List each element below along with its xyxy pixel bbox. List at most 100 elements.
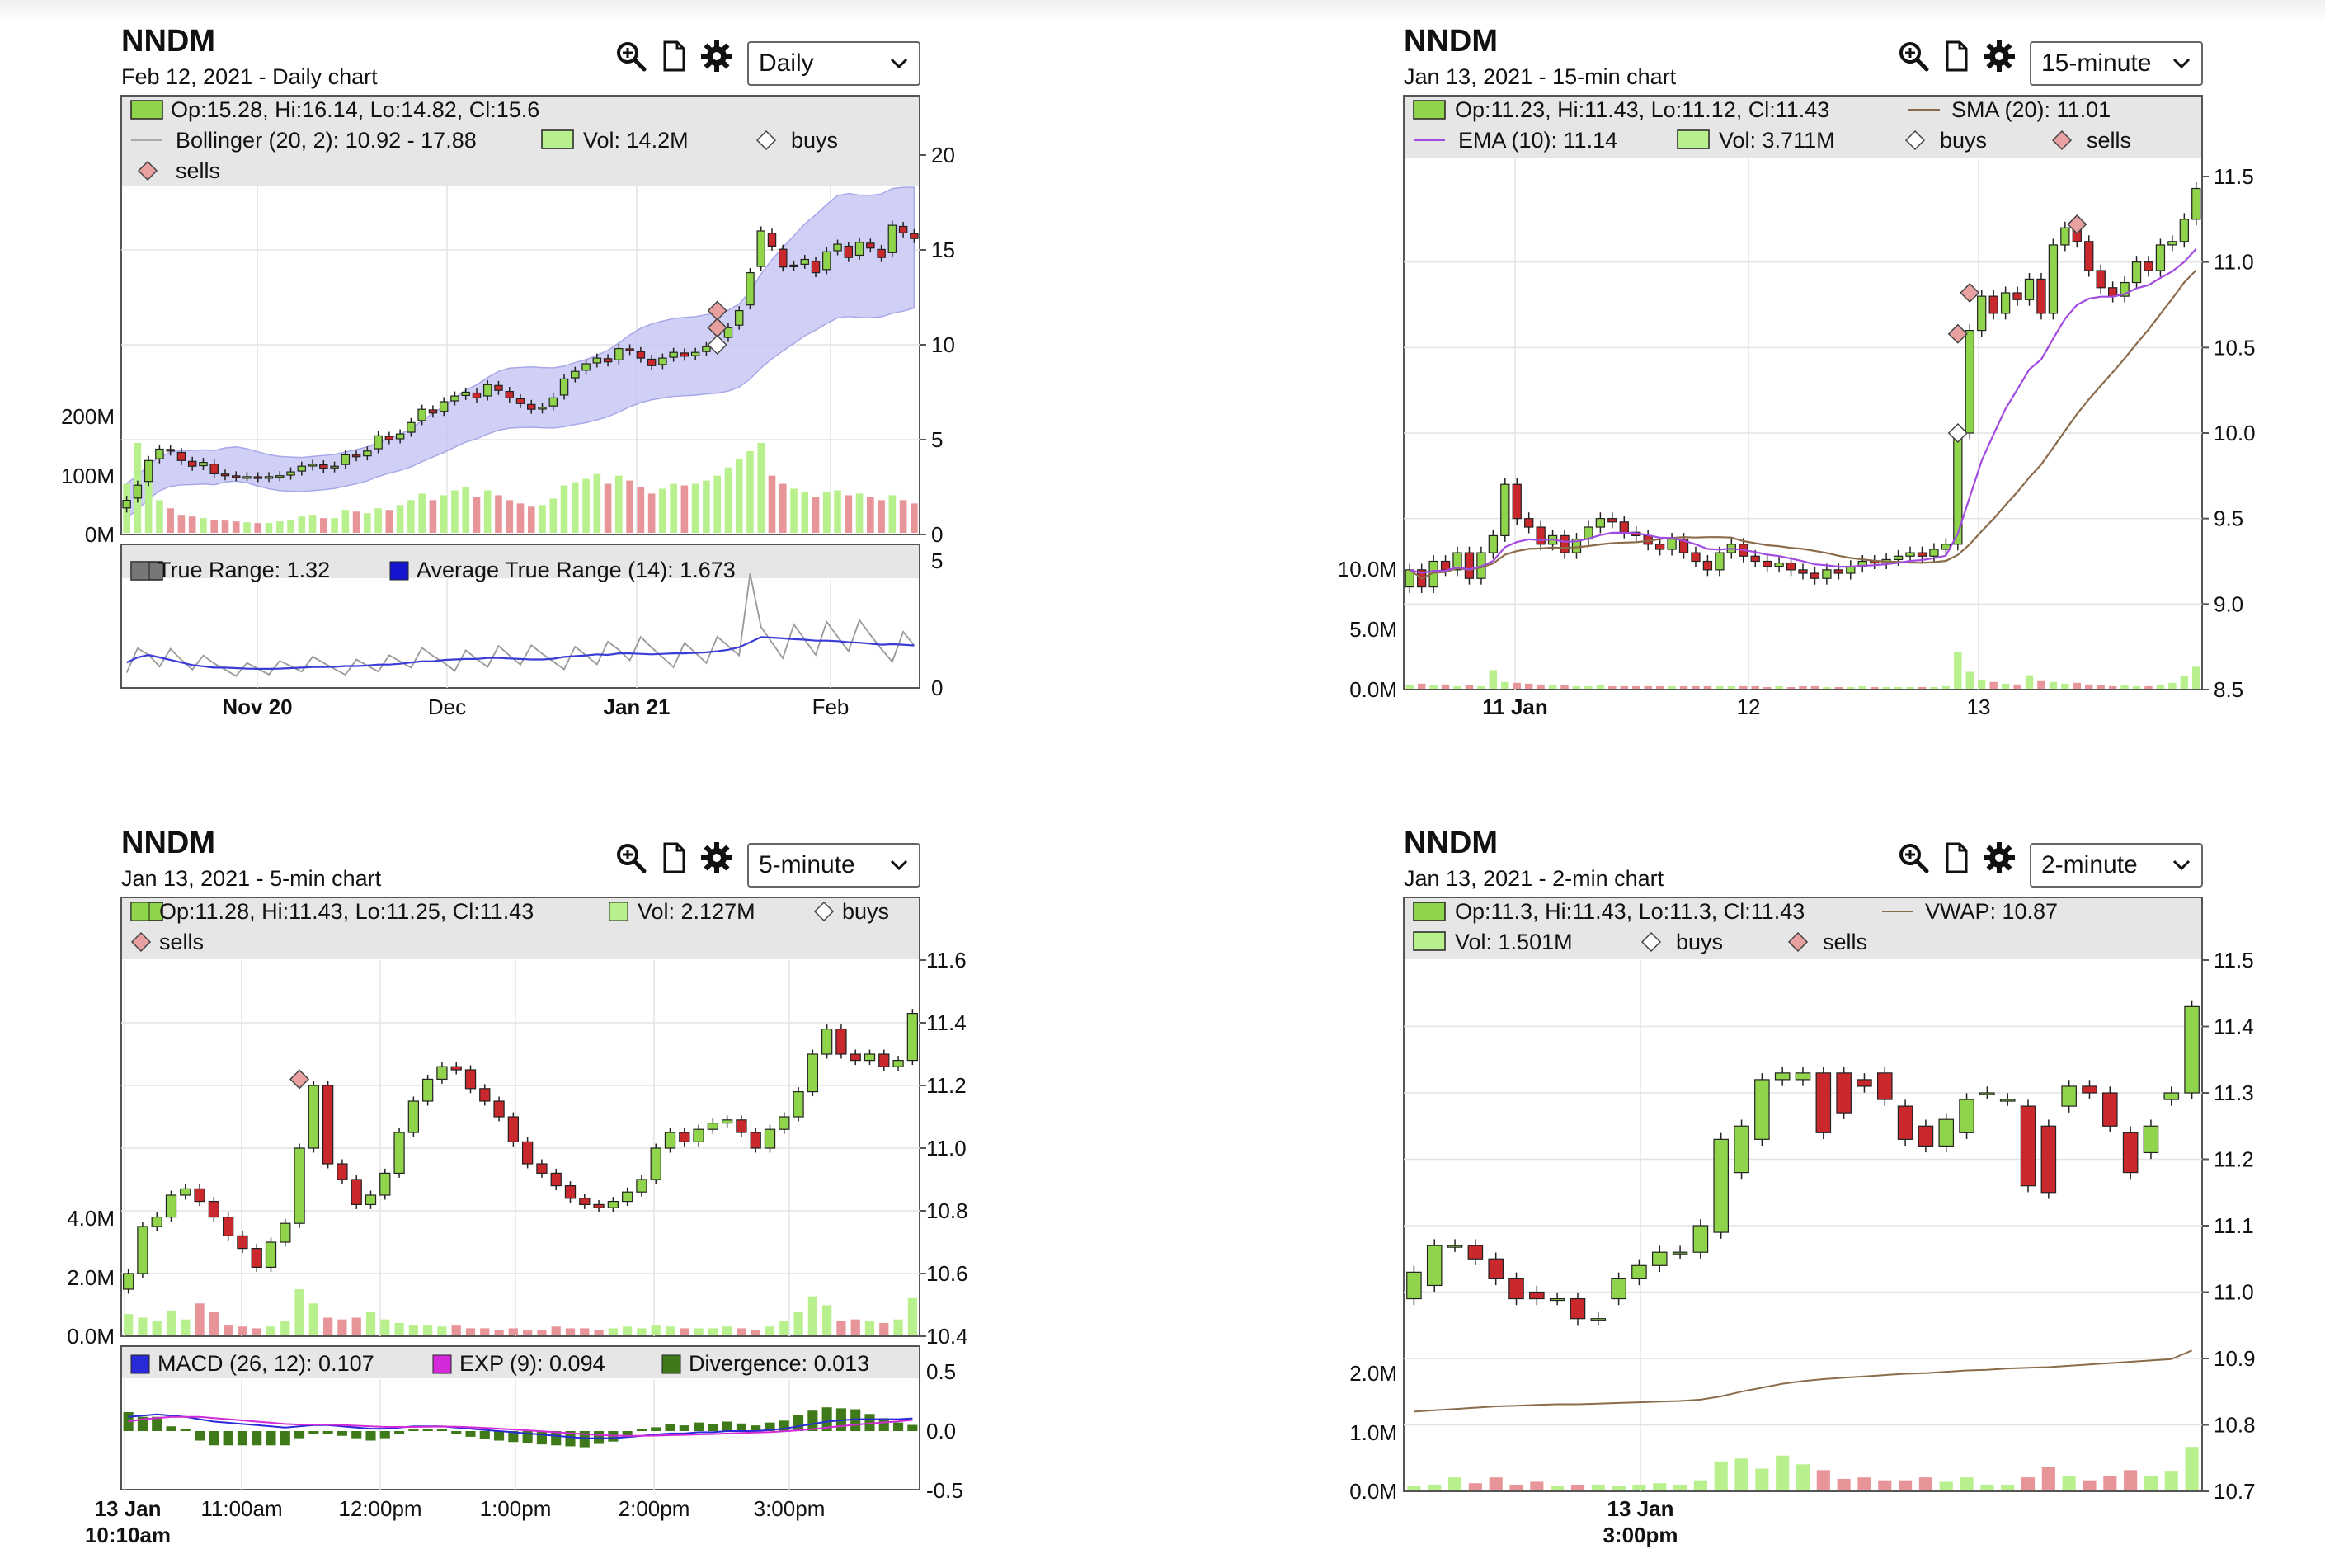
candle-body bbox=[669, 351, 678, 358]
volume-bar bbox=[2085, 684, 2093, 689]
candle-body bbox=[2167, 241, 2177, 246]
zoom-in-icon[interactable] bbox=[613, 38, 649, 74]
candle-body bbox=[2000, 292, 2011, 314]
candle-body bbox=[515, 398, 525, 404]
volume-bar bbox=[793, 1312, 803, 1335]
volume-bar bbox=[166, 1310, 176, 1335]
atr-tick-label: 5 bbox=[931, 549, 943, 573]
volume-bar bbox=[1596, 685, 1605, 689]
price-tick-label: 11.5 bbox=[2214, 164, 2254, 189]
divergence-bar bbox=[622, 1431, 633, 1436]
candle-body bbox=[1713, 1138, 1730, 1233]
document-icon[interactable] bbox=[656, 38, 692, 74]
candle-body bbox=[1512, 483, 1522, 520]
divergence-bar bbox=[807, 1410, 818, 1431]
volume-bar bbox=[834, 490, 841, 533]
volume-bar bbox=[746, 450, 754, 533]
volume-bar bbox=[396, 505, 404, 533]
gear-icon[interactable] bbox=[1981, 840, 2017, 876]
volume-bar bbox=[1620, 685, 1628, 689]
volume-bar bbox=[1679, 685, 1688, 689]
divergence-legend: Divergence: 0.013 bbox=[689, 1351, 869, 1376]
chart-toolbar: 2-minute bbox=[1404, 826, 2325, 892]
zoom-in-icon[interactable] bbox=[1895, 38, 1932, 74]
candle-body bbox=[887, 224, 897, 253]
document-icon[interactable] bbox=[1938, 38, 1974, 74]
candle-body bbox=[1570, 1297, 1586, 1320]
volume-bar bbox=[144, 463, 153, 533]
candle-body bbox=[265, 1241, 277, 1268]
x-axis-label: 11 Jan bbox=[1482, 695, 1548, 719]
volume-bar bbox=[337, 1319, 347, 1335]
candle-body bbox=[1488, 534, 1499, 553]
volume-bar bbox=[560, 485, 568, 533]
candle-body bbox=[222, 1217, 234, 1237]
zoom-in-icon[interactable] bbox=[1895, 840, 1932, 876]
volume-bar bbox=[703, 480, 710, 533]
candle-body bbox=[746, 272, 755, 306]
candle-body bbox=[275, 475, 285, 478]
buys-legend-diamond bbox=[1904, 129, 1926, 151]
candle-body bbox=[393, 1132, 405, 1175]
candle-body bbox=[479, 1088, 491, 1102]
volume-bar bbox=[2001, 683, 2010, 689]
candle-body bbox=[1529, 1291, 1545, 1300]
gear-icon[interactable] bbox=[1981, 38, 2017, 74]
candle-body bbox=[2036, 278, 2046, 314]
volume-bar bbox=[429, 500, 437, 533]
interval-select[interactable]: Daily bbox=[747, 41, 920, 86]
volume-bar bbox=[1668, 685, 1676, 689]
divergence-bar bbox=[266, 1431, 276, 1446]
candle-body bbox=[2012, 292, 2022, 300]
candle-body bbox=[2191, 187, 2201, 220]
interval-select[interactable]: 2-minute bbox=[2030, 843, 2203, 888]
zoom-in-icon[interactable] bbox=[613, 840, 649, 876]
candle-body bbox=[603, 358, 613, 363]
candle-body bbox=[165, 1194, 177, 1218]
gear-icon[interactable] bbox=[699, 38, 735, 74]
interval-select[interactable]: 15-minute bbox=[2030, 41, 2203, 86]
candle-body bbox=[538, 407, 547, 410]
candle-body bbox=[209, 464, 219, 474]
sma-legend: SMA (20): 11.01 bbox=[1951, 97, 2111, 122]
candle-body bbox=[2061, 1085, 2077, 1107]
volume-bar bbox=[210, 520, 219, 533]
divergence-bar bbox=[708, 1424, 718, 1431]
volume-bar bbox=[1847, 686, 1855, 689]
price-tick-label: 11.0 bbox=[2214, 250, 2254, 275]
candle-body bbox=[2144, 261, 2153, 271]
document-icon[interactable] bbox=[656, 840, 692, 876]
volume-bar bbox=[1714, 1461, 1728, 1490]
volume-swatch bbox=[541, 129, 574, 149]
price-tick-label: 11.0 bbox=[2214, 1280, 2254, 1305]
x-axis-label: 2:00pm bbox=[619, 1496, 690, 1521]
volume-bar bbox=[1739, 685, 1748, 689]
chart-subtitle: Jan 13, 2021 - 2-min chart bbox=[1404, 866, 1664, 891]
volume-bar bbox=[451, 490, 459, 533]
volume-bar bbox=[2049, 681, 2058, 689]
volume-bar bbox=[243, 522, 251, 533]
divergence-bar bbox=[408, 1429, 419, 1431]
candle-body bbox=[494, 384, 503, 391]
sells-legend: sells bbox=[1823, 930, 1867, 954]
volume-bar bbox=[2021, 1477, 2036, 1490]
candle-body bbox=[2040, 1125, 2057, 1194]
candle-body bbox=[1905, 552, 1915, 557]
document-icon[interactable] bbox=[1938, 840, 1974, 876]
candle-body bbox=[395, 433, 405, 440]
volume-bar bbox=[907, 1297, 917, 1335]
price-plot-frame bbox=[1403, 897, 2203, 1492]
candle-body bbox=[2024, 278, 2035, 300]
volume-bar bbox=[1763, 686, 1772, 689]
volume-bar bbox=[1632, 685, 1640, 689]
volume-bar bbox=[320, 518, 327, 533]
gear-icon[interactable] bbox=[699, 840, 735, 876]
volume-bar bbox=[2144, 685, 2153, 689]
volume-bar bbox=[2185, 1447, 2199, 1490]
volume-bar bbox=[152, 1321, 162, 1335]
legend-box bbox=[122, 898, 919, 959]
exp-legend: EXP (9): 0.094 bbox=[459, 1351, 605, 1376]
macd-line bbox=[128, 1413, 913, 1439]
interval-select[interactable]: 5-minute bbox=[747, 843, 920, 888]
volume-bar bbox=[713, 475, 721, 533]
